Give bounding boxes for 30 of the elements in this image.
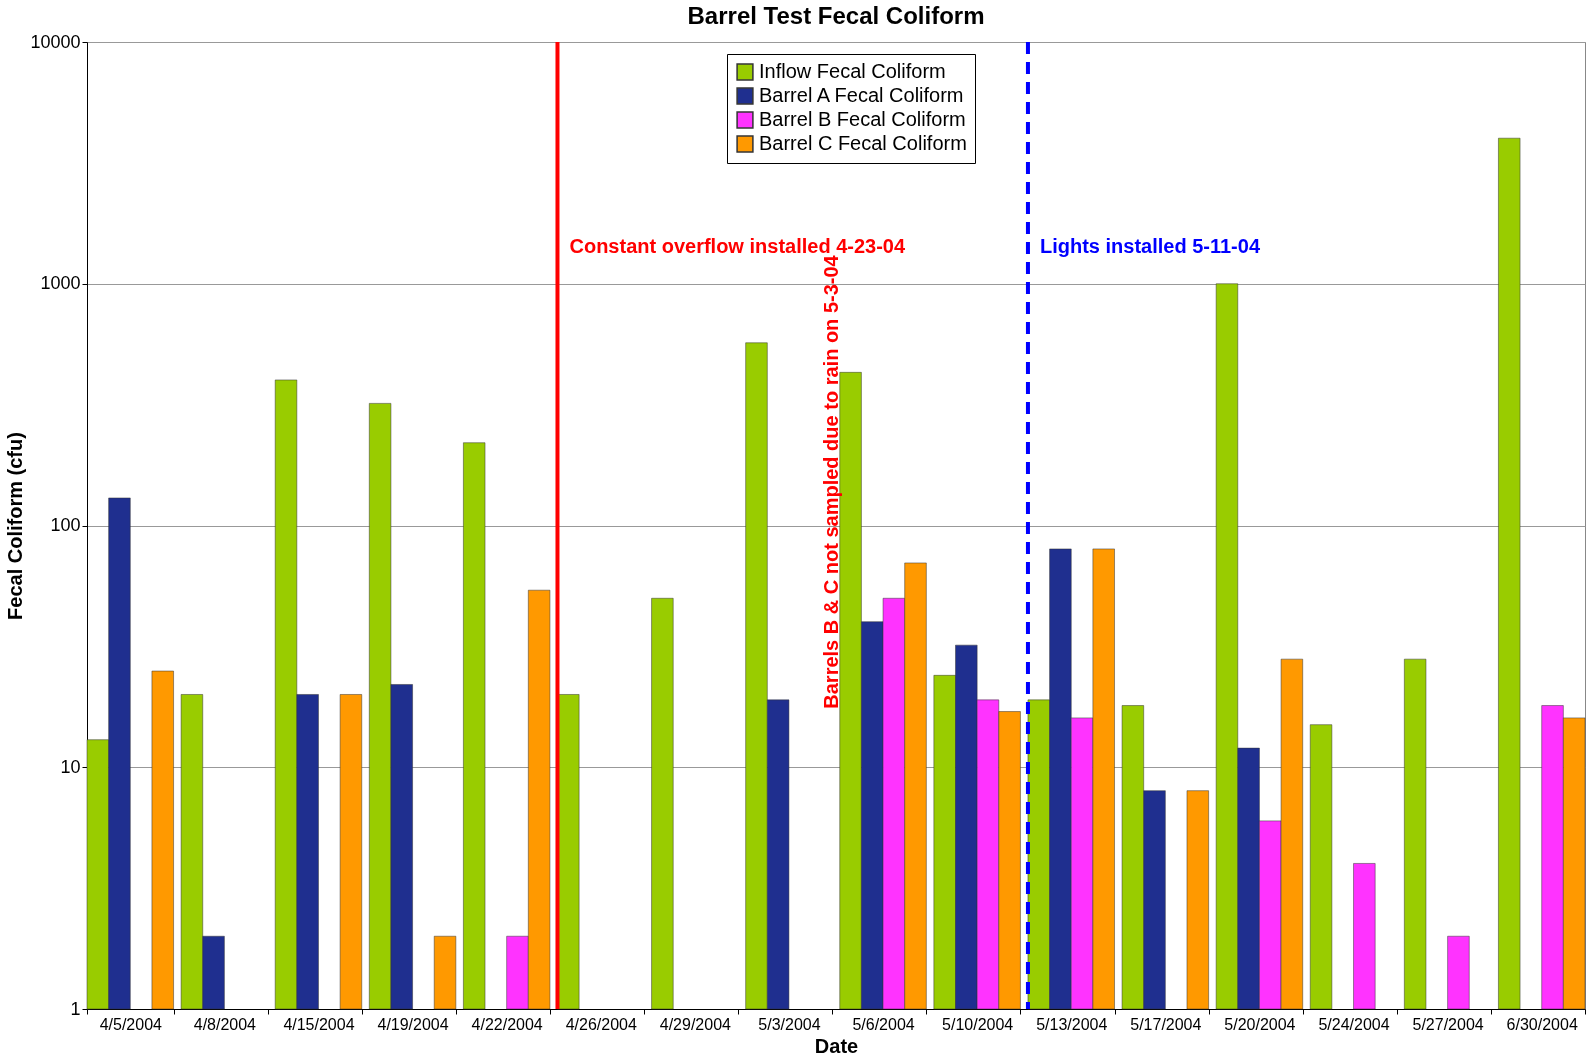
x-tick-label: 6/30/2004 xyxy=(1506,1015,1578,1033)
x-tick-label: 4/26/2004 xyxy=(565,1015,637,1033)
legend-label: Barrel A Fecal Coliform xyxy=(759,84,964,106)
y-tick-label: 1 xyxy=(70,998,81,1019)
y-tick-label: 1000 xyxy=(40,273,81,294)
x-tick-label: 4/22/2004 xyxy=(471,1015,543,1033)
legend-label: Inflow Fecal Coliform xyxy=(759,60,946,82)
x-tick-label: 5/10/2004 xyxy=(942,1015,1014,1033)
x-tick-label: 4/8/2004 xyxy=(193,1015,257,1033)
x-tick-label: 4/15/2004 xyxy=(283,1015,355,1033)
x-tick-label: 5/27/2004 xyxy=(1412,1015,1484,1033)
x-tick-label: 5/20/2004 xyxy=(1224,1015,1296,1033)
legend-label: Barrel B Fecal Coliform xyxy=(759,108,966,130)
x-tick-label: 5/13/2004 xyxy=(1036,1015,1108,1033)
y-tick-label: 100 xyxy=(50,515,81,535)
legend-label: Barrel C Fecal Coliform xyxy=(759,132,967,154)
chart-title: Barrel Test Fecal Coliform xyxy=(687,2,985,29)
x-tick-label: 5/6/2004 xyxy=(852,1015,915,1033)
x-tick-label: 5/17/2004 xyxy=(1130,1015,1202,1033)
y-axis-title: Fecal Coliform (cfu) xyxy=(4,432,27,620)
annotation: Barrels B & C not sampled due to rain on 5-3-04 xyxy=(820,254,842,709)
x-axis-title: Date xyxy=(814,1034,859,1057)
x-tick-label: 5/24/2004 xyxy=(1318,1015,1390,1033)
x-tick-label: 4/19/2004 xyxy=(377,1015,449,1033)
x-tick-label: 5/3/2004 xyxy=(758,1015,821,1033)
x-tick-label: 4/29/2004 xyxy=(659,1015,732,1033)
ref-line-label: Lights installed 5-11-04 xyxy=(1039,235,1261,257)
y-tick-label: 10 xyxy=(60,756,81,777)
y-tick-label: 10000 xyxy=(30,31,81,52)
x-tick-label: 4/5/2004 xyxy=(99,1015,163,1033)
